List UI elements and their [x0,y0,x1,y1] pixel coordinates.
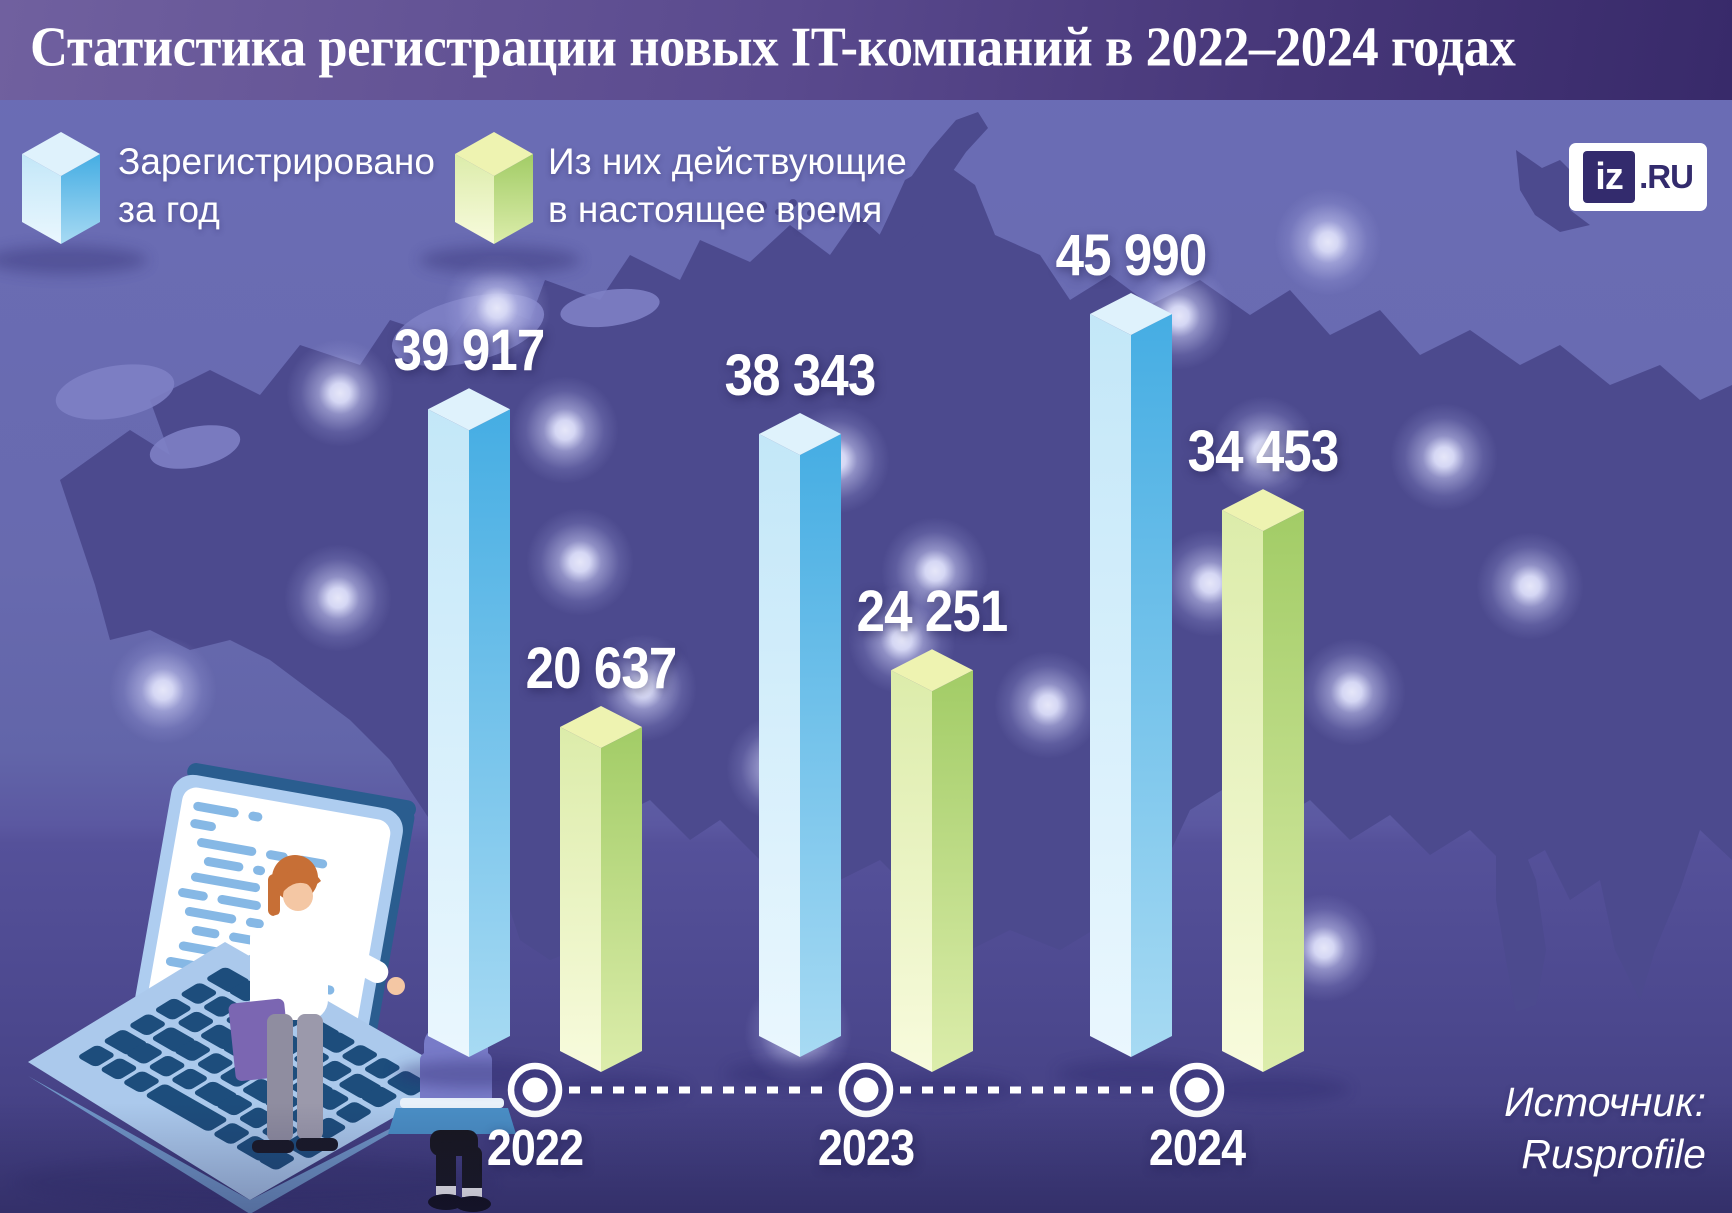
legend-cube-blue-icon-left-face [22,154,61,244]
bar-active-2022-shadow [527,1075,687,1103]
bar-registered-2023-right-face [800,434,841,1057]
legend-item-registered: Зарегистрировано за год [118,138,435,234]
mini-laptop-screen [400,1098,504,1108]
legend-cube-blue-icon [0,132,147,274]
boy-leg [436,1142,456,1194]
bar-registered-2024 [1057,292,1217,1088]
legend-cube-green-icon-top-face [455,132,533,176]
izru-logo-suffix: .RU [1639,158,1694,195]
mini-laptop [388,1108,516,1134]
timeline-marker-dot-2022 [522,1077,548,1103]
legend-cube-green-icon-right-face [494,154,533,244]
bar-active-2023-shadow [858,1075,1018,1103]
woman-face [283,881,313,911]
bar-active-2022-right-face [601,726,642,1072]
bar-registered-2023 [726,413,886,1088]
legend-cube-blue-icon-top-face [22,132,100,176]
map-island-blob [1516,150,1590,232]
person-standing [228,855,405,1153]
map-novaya-zemlya [878,112,988,252]
legend-cube-green-icon-left-face [455,154,494,244]
header-bar: Статистика регистрации новых IT-компаний… [0,0,1732,100]
bar-active-2024 [1189,489,1349,1103]
timeline-marker-ring-2023 [838,1062,894,1118]
legend-label-line: за год [118,189,220,230]
bar-active-2022-left-face [560,726,601,1072]
bottom-vignette [0,1103,1732,1213]
izru-logo: iz .RU [1569,143,1707,211]
legend-label-line: Зарегистрировано [118,141,435,182]
bar-registered-2024-left-face [1090,313,1131,1057]
map-sakhalin [1496,830,1546,1012]
woman-pants [267,1014,293,1142]
source-name: Rusprofile [1521,1131,1706,1177]
bar-active-2024-shadow [1189,1075,1349,1103]
woman-shirt [262,914,328,1020]
bar-registered-2024-right-face [1131,313,1172,1057]
woman-hand [387,977,405,995]
bar-active-2023-left-face [891,670,932,1072]
page-title: Статистика регистрации новых IT-компаний… [30,16,1516,79]
legend-item-active: Из них действующие в настоящее время [548,138,907,234]
bar-active-2024-left-face [1222,510,1263,1072]
bar-active-2024-right-face [1263,510,1304,1072]
bar-registered-2022 [395,388,555,1088]
legend-label-line: в настоящее время [548,189,883,230]
legend-cube-green-icon-shadow [420,246,580,274]
woman-shoe [252,1140,294,1153]
timeline-marker-ring-2022 [507,1062,563,1118]
bar-registered-2022-top-face [428,388,510,431]
bar-registered-2022-right-face [469,409,510,1057]
source-label: Источник: [1504,1079,1706,1125]
bar-active-2022 [527,705,687,1103]
bar-active-2023 [858,649,1018,1103]
legend-cube-blue-icon-right-face [61,154,100,244]
izru-logo-mark: iz [1583,151,1636,203]
laptop-illustration [15,763,516,1213]
bar-registered-2022-left-face [428,409,469,1057]
timeline-marker-dot-2024 [1184,1077,1210,1103]
legend-label-line: Из них действующие [548,141,907,182]
boy-shoe [428,1194,464,1210]
timeline-marker-dot-2023 [853,1077,879,1103]
bar-registered-2023-left-face [759,434,800,1057]
legend-cube-blue-icon-shadow [0,246,147,274]
bar-active-2023-right-face [932,670,973,1072]
timeline-marker-ring-2024 [1169,1062,1225,1118]
source-credit: Источник: Rusprofile [1504,1076,1706,1180]
